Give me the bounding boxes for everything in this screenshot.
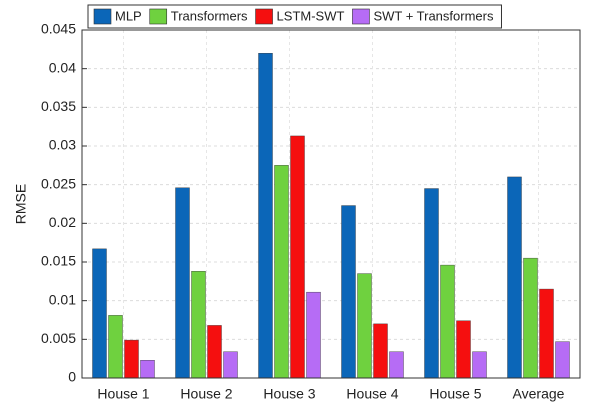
x-tick-label: House 5 [429,386,481,402]
y-tick-label: 0.015 [41,253,76,269]
bar [539,288,554,379]
x-tick-label: House 4 [346,386,398,402]
legend-label: MLP [115,8,142,23]
bar [341,205,356,379]
bar [191,271,206,379]
y-tick-label: 0.04 [49,59,76,75]
legend-box [87,4,502,29]
y-tick-label: 0.045 [41,21,76,37]
bar [357,273,372,379]
y-tick-label: 0.02 [49,214,76,230]
x-tick-label: House 3 [263,386,315,402]
bar [124,339,139,379]
bar [472,351,487,379]
bar [175,187,190,379]
bar [373,323,388,379]
bar [290,135,305,379]
legend-label: LSTM-SWT [277,8,345,23]
y-tick-label: 0.03 [49,137,76,153]
bar [258,53,273,379]
y-tick-label: 0.025 [41,175,76,191]
bar [555,341,570,379]
bar [507,176,522,379]
x-tick-label: House 2 [180,386,232,402]
bar [207,325,222,379]
y-tick-label: 0.005 [41,330,76,346]
bar [523,257,538,379]
x-tick-label: House 1 [97,386,149,402]
bar [306,291,321,379]
bar [274,165,289,379]
bar [389,351,404,379]
bar [456,320,471,379]
legend: MLP Transformers LSTM-SWT SWT + Transformer… [87,4,502,29]
bar [223,351,238,379]
legend-swatch [149,8,168,25]
y-tick-label: 0 [68,369,76,385]
legend-swatch [352,8,370,25]
bar [108,315,123,379]
legend-swatch [255,8,273,25]
legend-label: SWT + Transformers [373,8,494,23]
y-tick-label: 0.01 [49,291,76,307]
legend-label: Transformers [171,8,248,23]
y-axis-label: RMSE [13,184,29,224]
bar [92,248,107,379]
bar [140,360,155,379]
plot-frame [81,29,581,379]
y-tick-label: 0.035 [41,98,76,114]
bar [440,264,455,379]
legend-swatch [93,8,112,25]
bar [424,188,439,379]
x-tick-label: Average [513,386,565,402]
